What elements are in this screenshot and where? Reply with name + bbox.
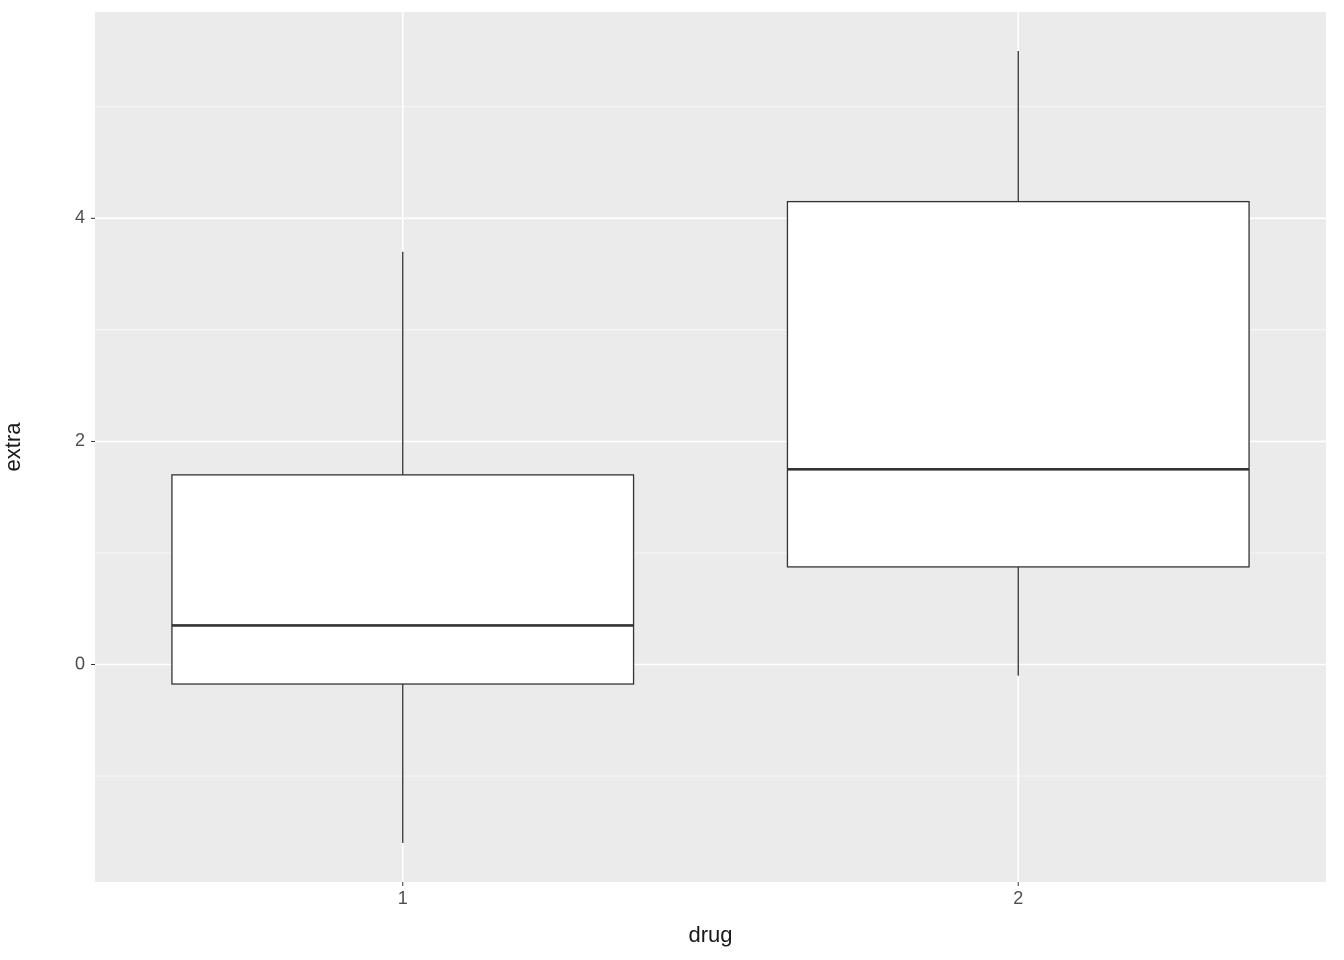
- x-axis-title: drug: [688, 922, 732, 947]
- box-rect: [172, 475, 634, 684]
- y-tick-label: 4: [75, 207, 85, 227]
- x-tick-label: 1: [398, 888, 408, 908]
- y-axis-title: extra: [0, 422, 25, 472]
- boxplot-chart: 0 2 4 1 2 extra drug: [0, 0, 1344, 960]
- box-rect: [787, 202, 1249, 567]
- y-tick-label: 2: [75, 430, 85, 450]
- x-tick-label: 2: [1013, 888, 1023, 908]
- y-tick-label: 0: [75, 653, 85, 673]
